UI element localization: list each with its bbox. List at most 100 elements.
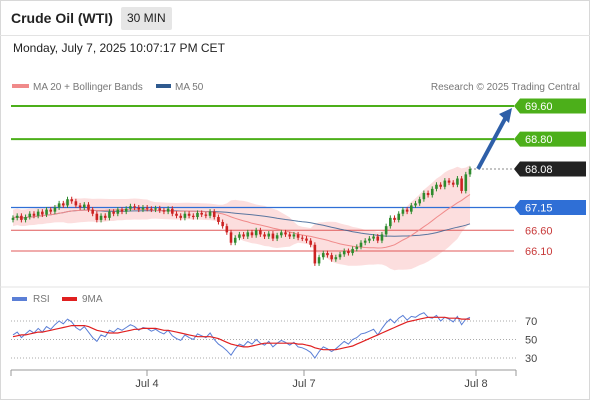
candle-body: [259, 230, 262, 235]
candle: [217, 214, 220, 225]
candle-body: [225, 226, 229, 233]
x-tick-label: Jul 8: [464, 378, 487, 390]
candle: [116, 207, 120, 217]
candle: [384, 223, 388, 237]
candle: [108, 209, 111, 221]
candle-body: [171, 208, 174, 214]
candle-body: [305, 238, 308, 241]
candle-body: [129, 206, 132, 209]
candle-body: [32, 213, 36, 216]
rsi-line: [12, 312, 471, 359]
level-tag-bg: [514, 200, 586, 215]
candle: [124, 206, 128, 215]
candle-body: [150, 208, 153, 210]
candle: [20, 213, 23, 223]
level-labels: 69.60 68.80 68.08 67.15 66.60 66.10: [514, 98, 586, 258]
candle: [342, 248, 346, 257]
rsi-legend-swatch: [12, 297, 27, 301]
candle: [393, 215, 396, 223]
candle: [418, 196, 421, 206]
candle-body: [91, 209, 94, 214]
candle-body: [36, 211, 40, 216]
candle: [359, 240, 363, 250]
candle-body: [217, 217, 220, 222]
candle-body: [321, 253, 325, 258]
level-tag-bg: [514, 131, 586, 147]
level-tag-text: 68.80: [525, 134, 553, 146]
candle-body: [57, 203, 61, 208]
candle-body: [15, 215, 19, 218]
candle-body: [120, 209, 124, 212]
candle: [246, 229, 250, 239]
candle: [28, 211, 32, 220]
candle: [145, 205, 149, 212]
candle-body: [267, 233, 271, 237]
candle: [456, 176, 459, 188]
rsi-level-label: 50: [525, 335, 537, 347]
candle-body: [238, 234, 241, 238]
candle: [313, 242, 317, 266]
ma9-legend-swatch: [62, 297, 77, 301]
candle: [397, 211, 401, 223]
candle: [171, 206, 174, 217]
candle-body: [263, 234, 266, 237]
candle-body: [397, 213, 401, 220]
candle: [53, 205, 57, 215]
candle-body: [24, 217, 27, 220]
candle: [87, 202, 90, 213]
candle-body: [326, 253, 329, 256]
candle: [137, 205, 141, 213]
candle-body: [296, 234, 300, 238]
candle-body: [112, 211, 115, 214]
candle: [82, 202, 86, 210]
candle: [95, 211, 99, 223]
candle-body: [242, 234, 245, 237]
candle: [330, 252, 333, 262]
timeframe-button[interactable]: 30 MIN: [121, 7, 172, 30]
candle: [133, 203, 136, 210]
rsi-level-label: 70: [525, 316, 537, 328]
candle-body: [221, 222, 224, 227]
candle: [271, 231, 275, 242]
candle: [36, 209, 40, 219]
candle-body: [410, 205, 413, 212]
candle-body: [468, 168, 472, 175]
moving-averages: [12, 194, 471, 249]
candle-body: [380, 234, 384, 241]
candle-body: [435, 184, 438, 189]
candle: [447, 178, 451, 186]
candle-body: [28, 213, 32, 218]
candle-body: [103, 215, 107, 218]
candle: [112, 209, 115, 217]
candle: [338, 251, 342, 260]
candle: [66, 196, 69, 208]
candle-body: [70, 199, 73, 202]
candle-body: [342, 251, 346, 255]
candle: [45, 207, 48, 218]
candle-body: [280, 232, 283, 236]
candle: [41, 209, 44, 218]
candle-body: [200, 212, 203, 215]
candle-body: [389, 217, 392, 227]
candle: [422, 190, 426, 202]
candle: [233, 235, 237, 246]
candle: [405, 207, 409, 215]
candle-body: [355, 246, 359, 249]
candle-body: [418, 199, 421, 204]
candle-body: [460, 178, 463, 191]
candle: [451, 180, 455, 188]
candle: [443, 178, 447, 190]
candle: [91, 207, 94, 217]
candle-body: [456, 178, 459, 185]
level-tag-text: 68.08: [525, 164, 553, 176]
candle-body: [447, 180, 451, 183]
candle-body: [133, 206, 136, 208]
candle: [355, 244, 359, 252]
ma20-legend-label: MA 20 + Bollinger Bands: [33, 82, 143, 93]
level-label-pivot: 67.15: [514, 200, 586, 215]
candle-body: [330, 255, 333, 260]
candle-body: [351, 248, 354, 254]
candle-body: [426, 193, 430, 196]
candle: [204, 212, 208, 219]
candle: [376, 234, 380, 244]
